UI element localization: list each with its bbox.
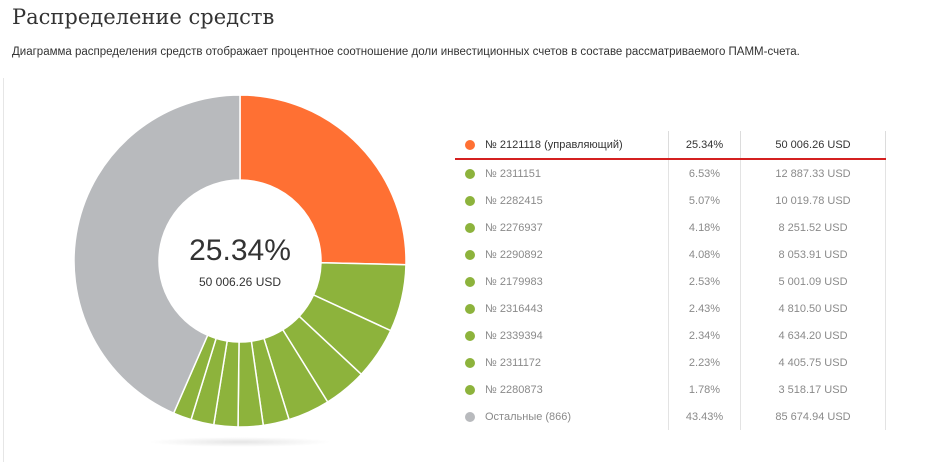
account-percent: 25.34% [668,131,741,160]
legend-marker [455,131,485,160]
account-name: № 2282415 [485,194,543,207]
account-amount: 8 251.52 USD [740,214,886,241]
account-name: Остальные (866) [485,410,572,423]
page-description: Диаграмма распределения средств отобража… [12,46,800,58]
center-percent: 25.34% [189,234,291,267]
series-dot-icon [465,168,475,179]
account-name: № 2280873 [485,383,543,396]
series-dot-icon [465,195,475,206]
account-amount: 50 006.26 USD [740,131,886,160]
left-divider [3,78,4,462]
legend-row[interactable]: № 2311172 2.23% 4 405.75 USD [455,349,886,376]
account-amount: 12 887.33 USD [740,159,886,187]
account-percent: 4.08% [668,241,741,268]
legend-marker [455,376,485,403]
account-amount: 4 634.20 USD [740,322,886,349]
series-dot-icon [465,330,475,341]
legend-table: № 2121118 (управляющий) 25.34% 50 006.26 U… [455,131,886,430]
series-dot-icon [465,411,475,422]
legend-marker [455,187,485,214]
account-name: № 2311151 [485,167,542,180]
legend-row[interactable]: № 2290892 4.08% 8 053.91 USD [455,241,886,268]
account-name: № 2121118 (управляющий) [485,131,669,160]
account-name: № 2339394 [485,329,543,342]
series-dot-icon [465,222,475,233]
account-amount: 5 001.09 USD [740,268,886,295]
series-dot-icon [465,303,475,314]
chart-shadow [148,437,332,447]
account-percent: 2.23% [668,349,741,376]
account-percent: 2.34% [668,322,741,349]
account-name: № 2276937 [485,221,543,234]
series-dot-icon [465,139,475,150]
series-dot-icon [465,276,475,287]
legend-row[interactable]: № 2280873 1.78% 3 518.17 USD [455,376,886,403]
legend-row[interactable]: № 2179983 2.53% 5 001.09 USD [455,268,886,295]
account-percent: 43.43% [668,403,741,430]
legend-row[interactable]: № 2121118 (управляющий) 25.34% 50 006.26 U… [455,131,886,160]
account-percent: 1.78% [668,376,741,403]
account-amount: 8 053.91 USD [740,241,886,268]
account-name: № 2179983 [485,275,543,288]
series-dot-icon [465,249,475,260]
account-amount: 3 518.17 USD [740,376,886,403]
donut-slice[interactable] [73,94,241,415]
legend-row[interactable]: № 2316443 2.43% 4 810.50 USD [455,295,886,322]
account-percent: 2.53% [668,268,741,295]
legend-marker [455,295,485,322]
legend-marker [455,159,485,187]
legend-marker [455,349,485,376]
legend-row[interactable]: № 2311151 6.53% 12 887.33 USD [455,159,886,187]
account-amount: 4 405.75 USD [740,349,886,376]
legend-marker [455,214,485,241]
donut-chart [73,94,407,428]
account-percent: 2.43% [668,295,741,322]
legend-row[interactable]: № 2276937 4.18% 8 251.52 USD [455,214,886,241]
legend-row[interactable]: № 2282415 5.07% 10 019.78 USD [455,187,886,214]
account-percent: 5.07% [668,187,741,214]
legend-marker [455,268,485,295]
account-percent: 6.53% [668,159,741,187]
account-amount: 4 810.50 USD [740,295,886,322]
legend-marker [455,322,485,349]
center-amount: 50 006.26 USD [198,275,282,289]
account-name: № 2290892 [485,248,543,261]
series-dot-icon [465,357,475,368]
legend-marker [455,403,485,430]
legend-marker [455,241,485,268]
account-percent: 4.18% [668,214,741,241]
account-amount: 10 019.78 USD [740,187,886,214]
account-amount: 85 674.94 USD [740,403,886,430]
page-title: Распределение средств [12,5,275,29]
legend-row[interactable]: Остальные (866) 43.43% 85 674.94 USD [455,403,886,430]
account-name: № 2316443 [485,302,543,315]
donut-slice[interactable] [239,94,407,266]
series-dot-icon [465,384,475,395]
account-name: № 2311172 [485,356,542,369]
legend-row[interactable]: № 2339394 2.34% 4 634.20 USD [455,322,886,349]
